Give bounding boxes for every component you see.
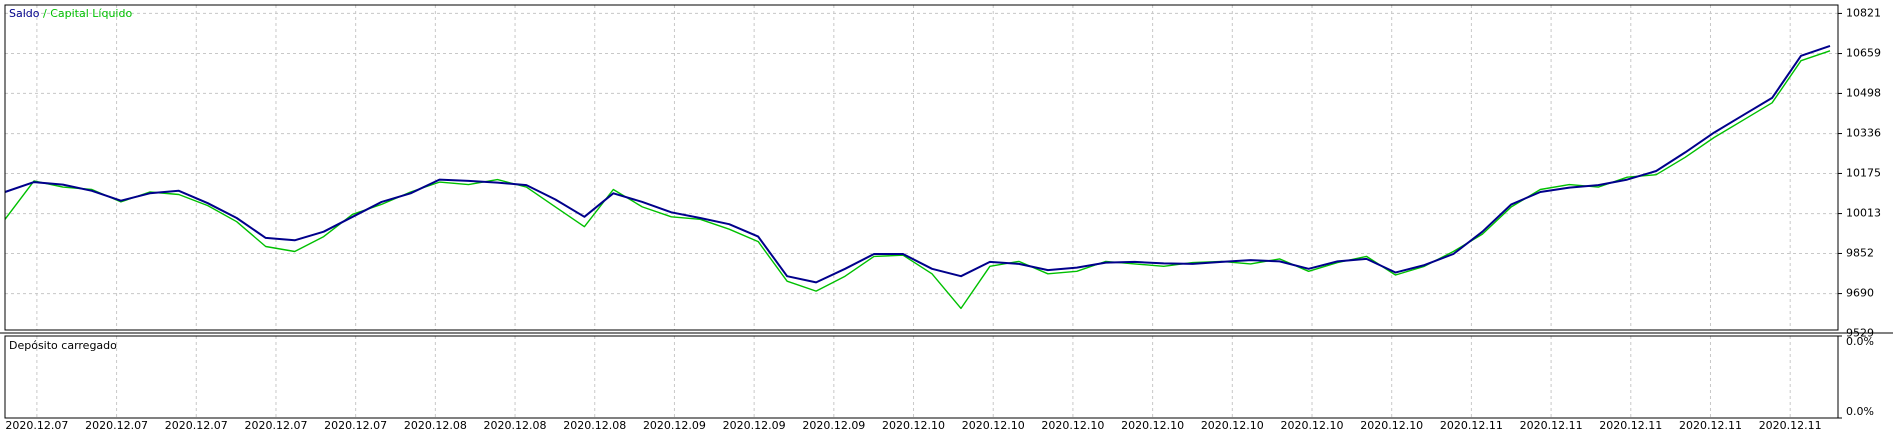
legend-separator: /	[43, 7, 47, 20]
series-line	[4, 50, 1831, 310]
y-tick-label: 10821	[1846, 6, 1881, 19]
x-tick-label: 2020.12.08	[484, 419, 547, 432]
y-tick-label: 10013	[1846, 207, 1881, 220]
panel-frame	[4, 335, 1839, 419]
x-tick-label: 2020.12.07	[165, 419, 228, 432]
x-tick-label: 2020.12.10	[1360, 419, 1423, 432]
x-tick-label: 2020.12.11	[1599, 419, 1662, 432]
series-line	[4, 44, 1831, 284]
y-tick-label: 9852	[1846, 246, 1874, 259]
y-tick-label: 10498	[1846, 86, 1881, 99]
legend: Saldo / Capital Líquido	[9, 7, 132, 20]
y-tick-label: 0.0%	[1846, 405, 1874, 418]
legend-entry: Capital Líquido	[50, 7, 132, 20]
x-tick-label: 2020.12.09	[723, 419, 786, 432]
y-tick-label: 10659	[1846, 47, 1881, 60]
x-tick-label: 2020.12.11	[1520, 419, 1583, 432]
legend-entry: Saldo	[9, 7, 40, 20]
y-tick-label: 10336	[1846, 127, 1881, 140]
x-tick-label: 2020.12.07	[85, 419, 148, 432]
x-tick-label: 2020.12.11	[1759, 419, 1822, 432]
x-tick-label: 2020.12.10	[882, 419, 945, 432]
x-tick-label: 2020.12.08	[563, 419, 626, 432]
x-tick-label: 2020.12.11	[1440, 419, 1503, 432]
x-tick-label: 2020.12.10	[1281, 419, 1344, 432]
x-tick-label: 2020.12.07	[5, 419, 68, 432]
y-tick-label: 0.0%	[1846, 335, 1874, 348]
y-tick-label: 9690	[1846, 287, 1874, 300]
x-tick-label: 2020.12.09	[643, 419, 706, 432]
x-tick-label: 2020.12.10	[1041, 419, 1104, 432]
x-tick-label: 2020.12.09	[802, 419, 865, 432]
panel-frame	[4, 4, 1839, 331]
x-tick-label: 2020.12.07	[244, 419, 307, 432]
x-tick-label: 2020.12.08	[404, 419, 467, 432]
x-tick-label: 2020.12.07	[324, 419, 387, 432]
x-tick-label: 2020.12.10	[1121, 419, 1184, 432]
panel-title: Depósito carregado	[9, 339, 117, 352]
x-tick-label: 2020.12.10	[962, 419, 1025, 432]
y-tick-label: 10175	[1846, 166, 1881, 179]
x-tick-label: 2020.12.10	[1201, 419, 1264, 432]
x-tick-label: 2020.12.11	[1679, 419, 1742, 432]
